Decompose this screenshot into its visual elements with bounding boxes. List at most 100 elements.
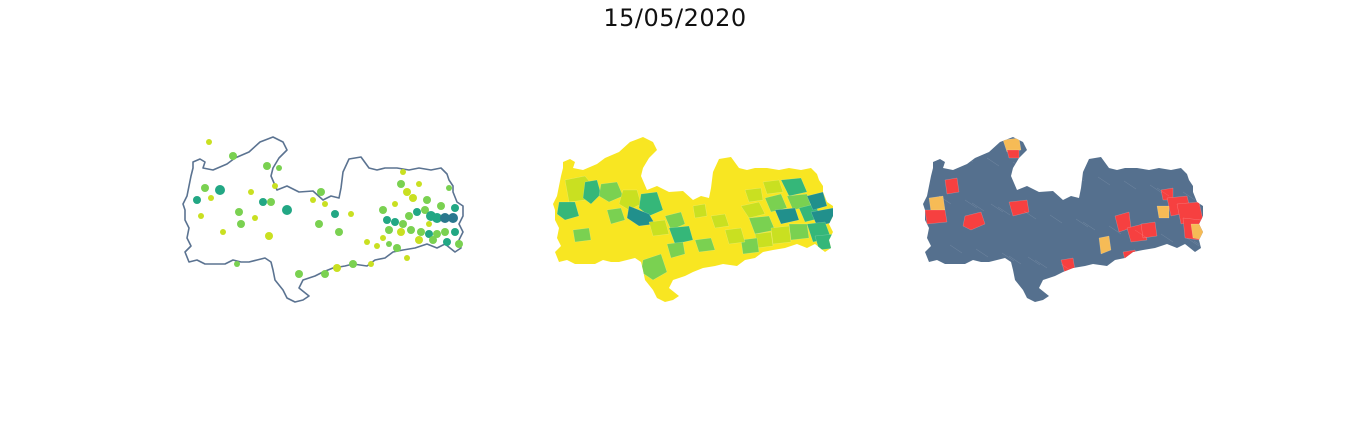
case-dot xyxy=(234,261,240,267)
case-dot xyxy=(331,210,339,218)
region-patch xyxy=(710,213,730,229)
case-dots xyxy=(193,139,463,278)
boundary-line xyxy=(1186,237,1200,247)
case-dot xyxy=(263,162,271,170)
case-dot xyxy=(407,226,415,234)
points-map-svg xyxy=(182,136,464,303)
case-dot xyxy=(229,152,237,160)
boundary-line xyxy=(1038,165,1052,175)
boundary-line xyxy=(1112,271,1126,281)
case-dot xyxy=(265,232,273,240)
case-dot xyxy=(426,221,432,227)
boundary-line xyxy=(1108,225,1122,235)
choropleth-map-panel xyxy=(545,120,845,320)
case-dot xyxy=(441,228,449,236)
boundary-line xyxy=(1097,176,1111,186)
boundary-line xyxy=(990,203,1004,213)
status-patch xyxy=(1098,235,1112,255)
region-patch xyxy=(618,189,642,211)
case-dot xyxy=(385,226,393,234)
case-dot xyxy=(392,201,398,207)
case-dot xyxy=(272,183,278,189)
case-dot xyxy=(198,213,204,219)
boundary-line xyxy=(934,149,948,159)
region-patch xyxy=(744,187,764,203)
status-regions xyxy=(923,137,1203,302)
case-dot xyxy=(421,206,429,214)
figure-title: 15/05/2020 xyxy=(603,4,747,32)
boundary-line xyxy=(1160,233,1174,243)
case-dot xyxy=(237,220,245,228)
region-patch xyxy=(806,191,828,211)
state-outline xyxy=(182,136,464,303)
region-patch xyxy=(638,191,664,217)
status-patch xyxy=(1140,221,1158,239)
boundary-line xyxy=(1012,161,1026,171)
case-dot xyxy=(415,236,423,244)
case-dot xyxy=(206,139,212,145)
boundary-line xyxy=(938,195,952,205)
status-patch xyxy=(1008,199,1030,217)
choropleth-map-svg xyxy=(553,137,833,302)
case-dot xyxy=(252,215,258,221)
case-dot xyxy=(455,240,463,248)
case-dot xyxy=(446,185,452,191)
case-dot xyxy=(315,220,323,228)
boundary-line xyxy=(975,248,989,258)
points-map-panel xyxy=(175,120,475,320)
case-dot xyxy=(383,216,391,224)
boundary-line xyxy=(953,150,967,160)
case-dot xyxy=(393,244,401,252)
case-dot xyxy=(399,220,407,228)
case-dot xyxy=(409,194,417,202)
boundary-line xyxy=(1134,229,1148,239)
case-dot xyxy=(193,196,201,204)
case-dot xyxy=(220,229,226,235)
region-patch xyxy=(788,223,810,241)
case-dot xyxy=(349,260,357,268)
status-patch xyxy=(962,211,986,231)
region-patch xyxy=(666,241,686,259)
boundary-line xyxy=(1156,187,1170,197)
case-dot xyxy=(248,189,254,195)
boundary-line xyxy=(1023,210,1037,220)
boundary-line xyxy=(1045,168,1059,178)
boundary-line xyxy=(1001,252,1015,262)
boundary-line xyxy=(1182,191,1196,201)
case-dot xyxy=(403,188,411,196)
boundary-line xyxy=(1197,286,1203,296)
region-patch xyxy=(664,211,686,231)
case-dot xyxy=(317,188,325,196)
case-dot xyxy=(433,230,441,238)
case-dot xyxy=(432,213,442,223)
boundary-line xyxy=(1119,274,1133,284)
boundary-line xyxy=(1171,282,1185,292)
boundary-line xyxy=(1082,221,1096,231)
case-dot xyxy=(208,195,214,201)
case-dot xyxy=(413,208,421,216)
boundary-line xyxy=(986,157,1000,167)
region-patch xyxy=(814,233,833,251)
region-patch xyxy=(810,207,833,227)
case-dot xyxy=(417,228,425,236)
region-patch xyxy=(692,203,708,219)
case-dot xyxy=(386,241,392,247)
case-dot xyxy=(416,181,422,187)
boundary-line xyxy=(1149,184,1163,194)
region-base xyxy=(923,137,1203,302)
boundary-line xyxy=(997,206,1011,216)
case-dot xyxy=(379,206,387,214)
case-dot xyxy=(425,230,433,238)
case-dot xyxy=(397,228,405,236)
case-dot xyxy=(322,201,328,207)
region-patch xyxy=(606,207,626,225)
status-map-svg xyxy=(923,137,1203,302)
boundary-line xyxy=(1145,278,1159,288)
case-dot xyxy=(368,261,374,267)
case-dot xyxy=(397,180,405,188)
region-patch xyxy=(598,181,624,203)
choropleth-regions xyxy=(553,137,833,302)
case-dot xyxy=(429,236,437,244)
region-patch xyxy=(764,193,788,213)
case-dot xyxy=(437,202,445,210)
